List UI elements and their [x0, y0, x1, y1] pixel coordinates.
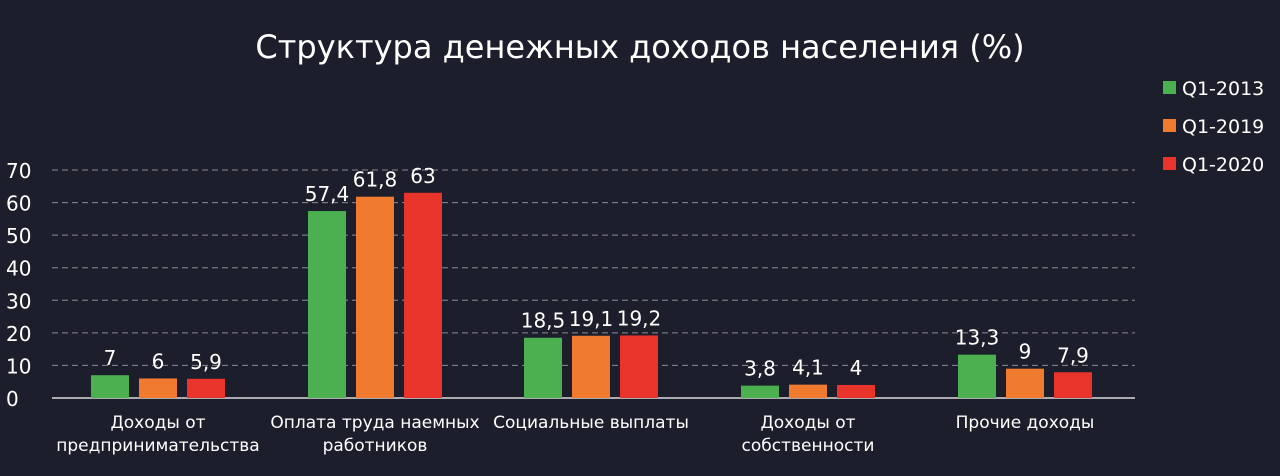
data-label: 57,4 — [305, 182, 350, 206]
x-tick-label: Доходы от — [760, 413, 855, 433]
bars: 7 57,4 18,5 3,8 13,3 6 61,8 19,1 4,1 9 5,9 63 19,2 4 7… — [91, 164, 1092, 398]
x-tick-label: Доходы от — [110, 413, 205, 433]
data-label: 13,3 — [955, 326, 1000, 350]
data-label: 61,8 — [353, 168, 398, 192]
x-tick-label: Прочие доходы — [956, 413, 1095, 433]
legend-swatch — [1163, 157, 1176, 170]
bar — [1006, 368, 1044, 398]
data-label: 7 — [104, 346, 117, 370]
legend-label: Q1-2020 — [1182, 154, 1264, 176]
y-tick-label: 70 — [6, 159, 31, 183]
data-label: 19,1 — [569, 307, 614, 331]
x-axis: Доходы от предпринимательства Оплата труда… — [56, 413, 1094, 456]
x-tick-label: Оплата труда наемных — [270, 413, 479, 433]
bar — [741, 385, 779, 398]
data-label: 18,5 — [521, 309, 566, 333]
bar — [1054, 372, 1092, 398]
data-label: 3,8 — [744, 357, 776, 381]
y-tick-label: 60 — [6, 192, 31, 216]
data-label: 4 — [850, 356, 863, 380]
legend: Q1-2013 Q1-2019 Q1-2020 — [1163, 78, 1264, 176]
x-tick-label: собственности — [742, 436, 875, 456]
bar — [958, 354, 996, 398]
bar — [308, 211, 346, 398]
bar — [356, 196, 394, 398]
x-tick-label: работников — [323, 436, 428, 456]
y-tick-label: 50 — [6, 224, 31, 248]
bar — [187, 378, 225, 398]
x-tick-label: Социальные выплаты — [493, 413, 689, 433]
bar — [524, 337, 562, 398]
y-tick-label: 30 — [6, 289, 31, 313]
legend-label: Q1-2013 — [1182, 78, 1264, 100]
y-tick-label: 20 — [6, 322, 31, 346]
x-tick-label: предпринимательства — [56, 436, 259, 456]
data-label: 6 — [152, 349, 165, 373]
legend-swatch — [1163, 119, 1176, 132]
y-tick-label: 40 — [6, 257, 31, 281]
bar — [91, 375, 129, 398]
bar — [572, 335, 610, 398]
y-tick-label: 0 — [6, 387, 19, 411]
bar — [789, 384, 827, 398]
data-label: 63 — [410, 164, 435, 188]
data-label: 19,2 — [617, 306, 662, 330]
bar — [139, 378, 177, 398]
data-label: 5,9 — [190, 350, 222, 374]
gridlines — [52, 169, 1135, 366]
chart-title: Структура денежных доходов населения (%) — [255, 28, 1024, 66]
data-label: 4,1 — [792, 356, 824, 380]
data-label: 9 — [1019, 340, 1032, 364]
bar — [837, 384, 875, 398]
bar — [620, 335, 658, 398]
legend-swatch — [1163, 81, 1176, 94]
bar — [404, 192, 442, 398]
data-label: 7,9 — [1057, 343, 1089, 367]
y-tick-label: 10 — [6, 354, 31, 378]
legend-label: Q1-2019 — [1182, 116, 1264, 138]
